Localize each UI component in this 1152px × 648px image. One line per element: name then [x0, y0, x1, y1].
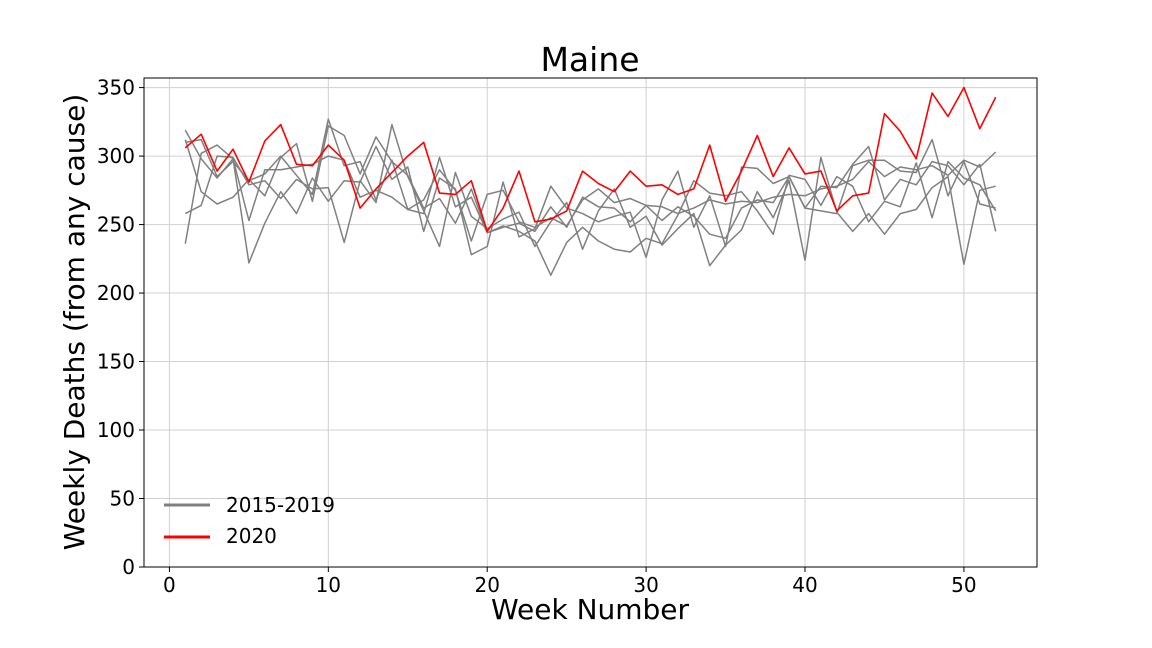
series-line-baseline-4 [184, 123, 996, 267]
series-line-baseline-5 [184, 125, 997, 276]
y-axis-title: Weekly Deaths (from any cause) [58, 94, 91, 551]
x-tick-label: 20 [474, 573, 499, 597]
y-tick-label: 250 [97, 213, 135, 237]
y-tick-label: 50 [110, 487, 135, 511]
x-tick-label: 50 [951, 573, 976, 597]
y-tick-label: 150 [97, 350, 135, 374]
series-line-baseline-2 [185, 118, 997, 242]
y-tick-label: 350 [97, 76, 135, 100]
y-axis-ticks: 0 50 100 150 200 250 300 350 [97, 76, 144, 579]
series-lines [184, 86, 997, 276]
x-tick-label: 10 [316, 573, 341, 597]
chart-title: Maine [540, 40, 639, 79]
legend: 2015-2019 2020 [164, 493, 335, 548]
y-tick-label: 200 [97, 281, 135, 305]
x-tick-label: 30 [633, 573, 658, 597]
y-tick-label: 100 [97, 418, 135, 442]
y-tick-label: 300 [97, 144, 135, 168]
x-axis-ticks: 0 10 20 30 40 50 [163, 567, 977, 597]
legend-label-2015-2019: 2015-2019 [226, 493, 335, 517]
legend-label-2020: 2020 [226, 524, 277, 548]
x-tick-label: 40 [792, 573, 817, 597]
plot-area-frame [143, 77, 1038, 568]
x-axis-title: Week Number [491, 593, 690, 626]
series-line-baseline-3 [184, 138, 996, 264]
series-line-2020 [184, 86, 997, 233]
y-tick-label: 0 [122, 555, 135, 579]
x-tick-label: 0 [163, 573, 176, 597]
